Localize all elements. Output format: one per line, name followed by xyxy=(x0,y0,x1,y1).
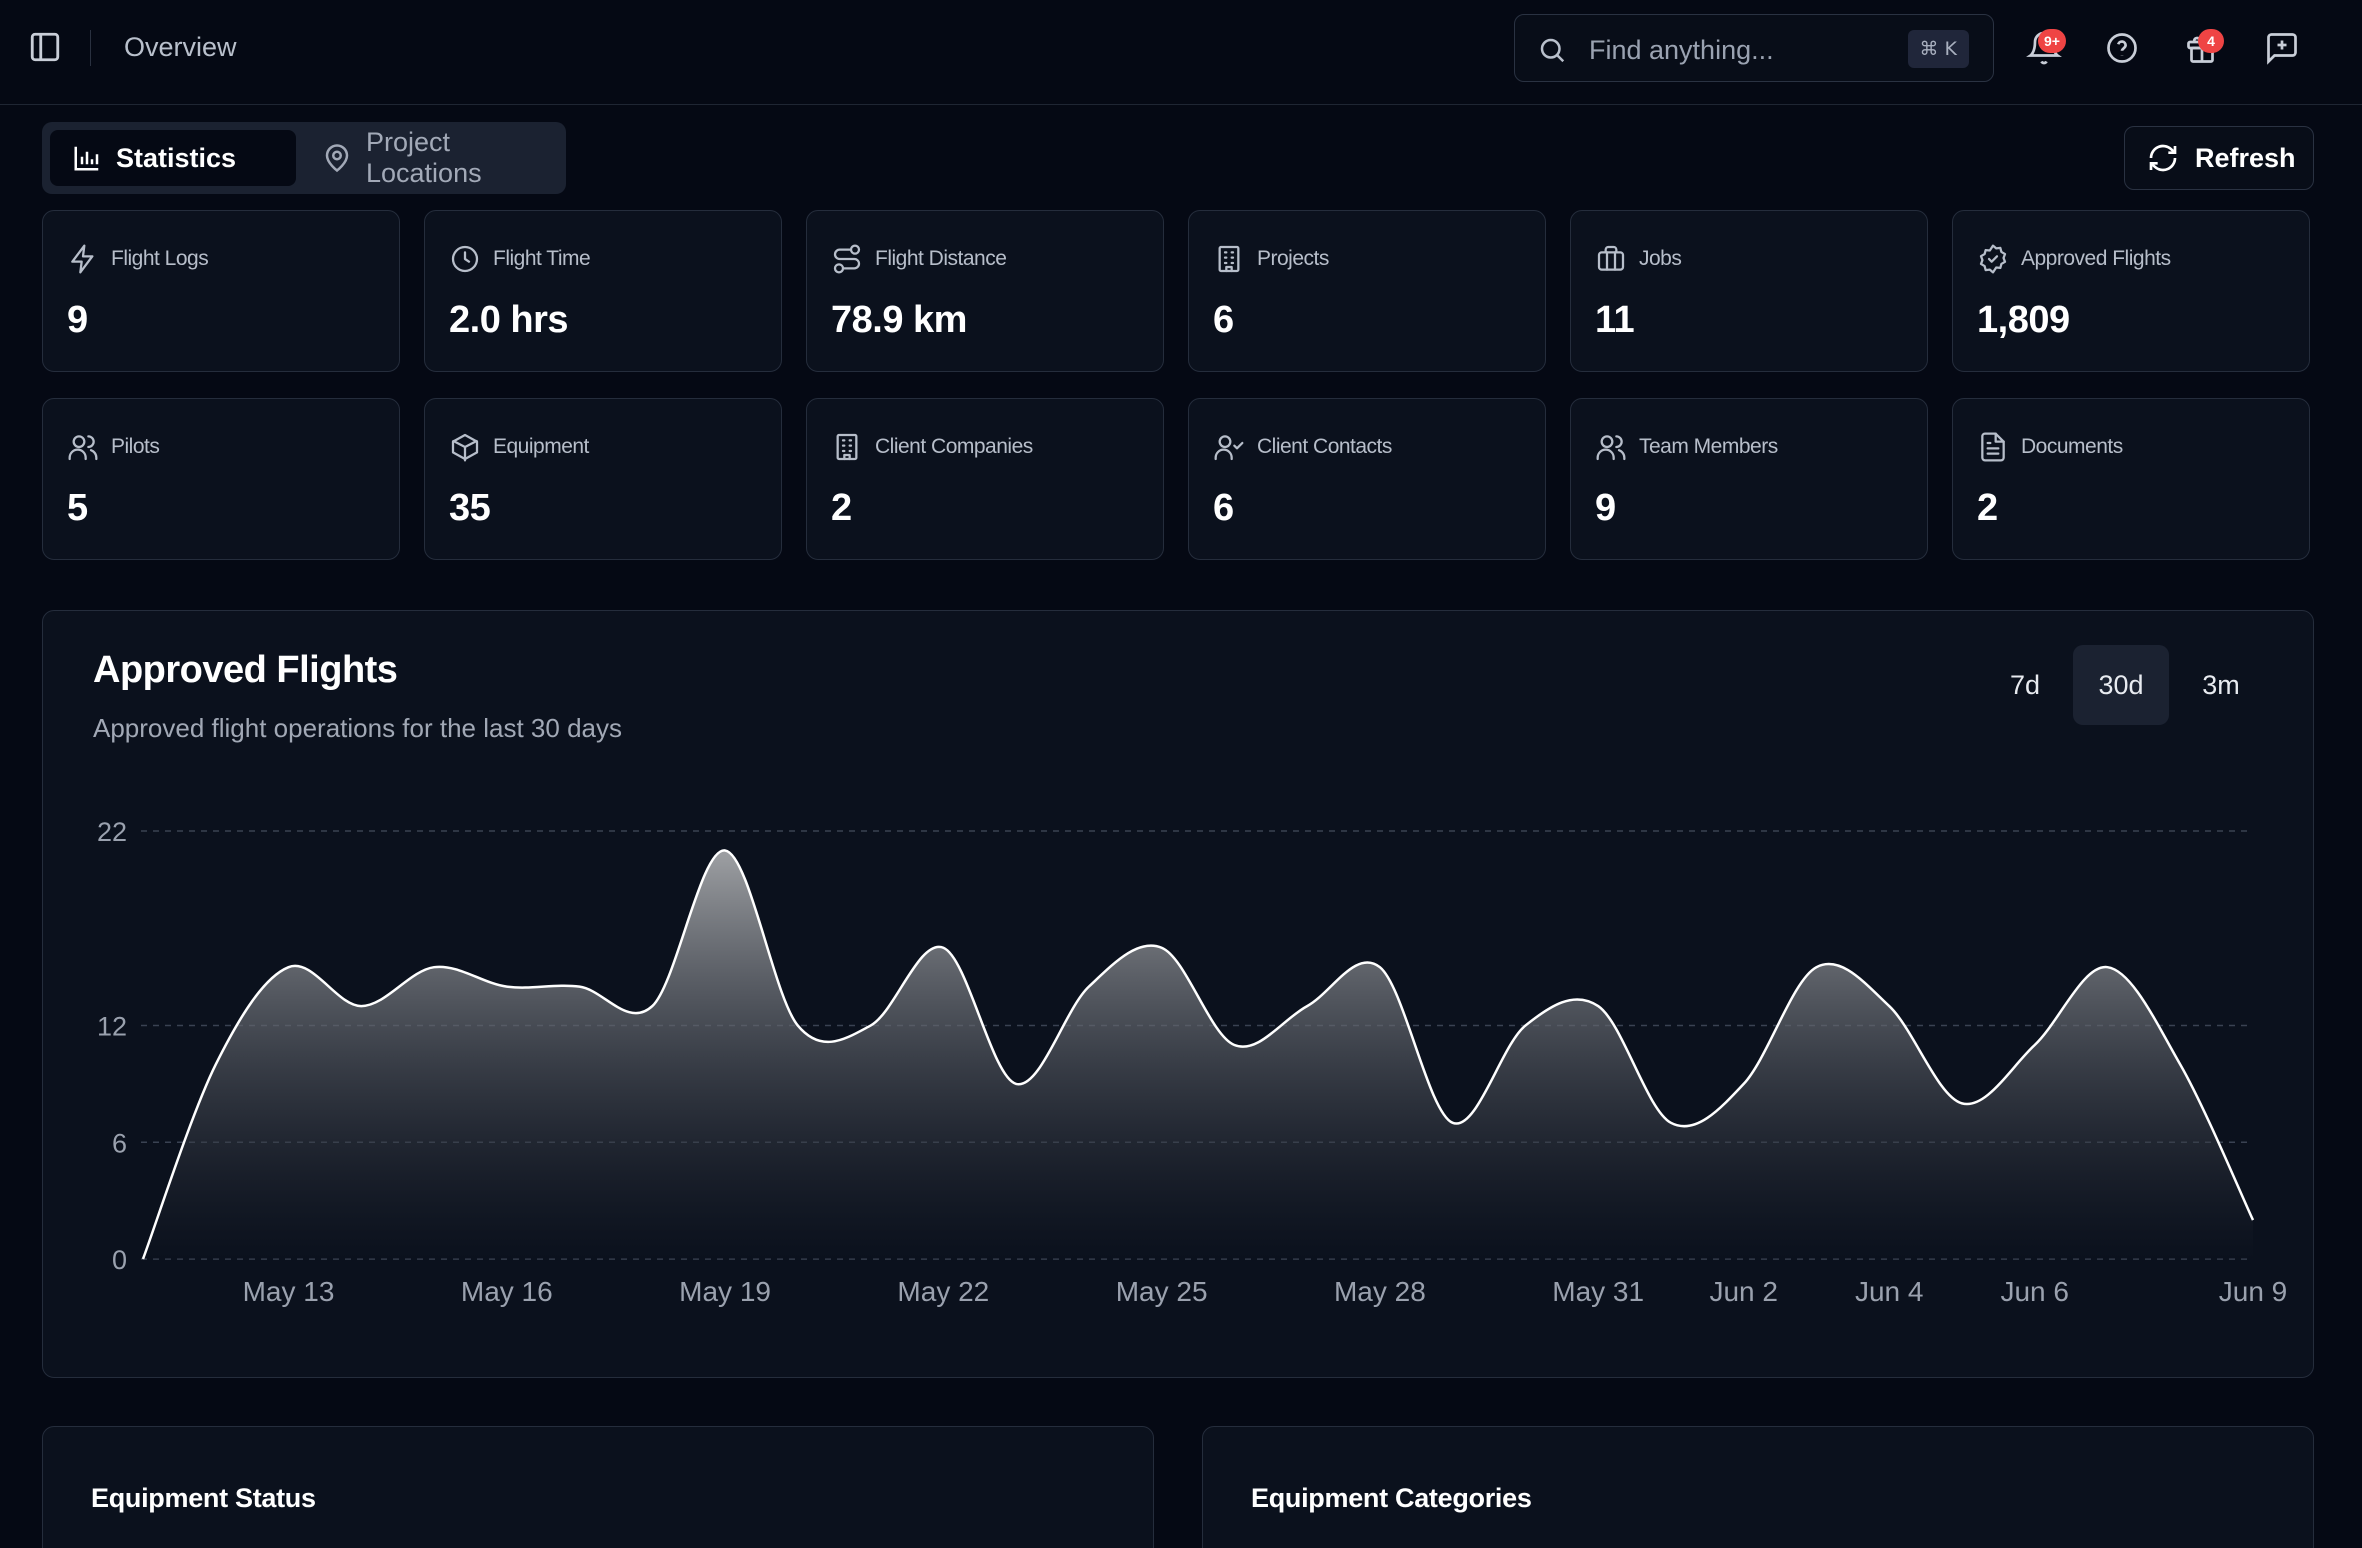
users-icon xyxy=(1595,431,1627,463)
series-line xyxy=(141,849,2255,1260)
equipment-categories-panel: Equipment Categories xyxy=(1202,1426,2314,1548)
stat-label: Pilots xyxy=(111,435,160,458)
route-icon xyxy=(831,243,863,275)
chart-subtitle: Approved flight operations for the last … xyxy=(93,713,622,743)
clock-icon xyxy=(449,243,481,275)
stat-label: Approved Flights xyxy=(2021,247,2171,270)
stat-value: 5 xyxy=(67,487,88,529)
x-tick-label: Jun 4 xyxy=(1855,1276,1924,1307)
stat-card-flight-time: Flight Time 2.0 hrs xyxy=(424,210,782,372)
stat-card-jobs: Jobs 11 xyxy=(1570,210,1928,372)
x-tick-label: May 28 xyxy=(1334,1276,1426,1307)
stat-card-flight-logs: Flight Logs 9 xyxy=(42,210,400,372)
stat-label: Projects xyxy=(1257,247,1329,270)
stat-value: 2 xyxy=(1977,487,1998,529)
user-check-icon xyxy=(1213,431,1245,463)
x-tick-label: Jun 6 xyxy=(2000,1276,2069,1307)
tab-project-locations[interactable]: Project Locations xyxy=(300,127,560,188)
y-tick-label: 6 xyxy=(112,1128,127,1158)
equipment-status-title: Equipment Status xyxy=(91,1483,316,1513)
tab-label: Project Locations xyxy=(366,127,482,188)
refresh-icon xyxy=(2147,142,2179,174)
tab-label: Statistics xyxy=(116,142,237,173)
stat-label: Equipment xyxy=(493,435,589,458)
stat-label: Client Companies xyxy=(875,435,1033,458)
stat-value: 9 xyxy=(1595,487,1616,529)
x-tick-label: May 25 xyxy=(1116,1276,1208,1307)
range-30d-button[interactable]: 30d xyxy=(2073,645,2169,725)
x-tick-label: May 16 xyxy=(461,1276,553,1307)
stat-label: Team Members xyxy=(1639,435,1778,458)
stat-value: 35 xyxy=(449,487,491,529)
stat-card-documents: Documents 2 xyxy=(1952,398,2310,560)
stat-value: 1,809 xyxy=(1977,299,2070,341)
stat-label: Client Contacts xyxy=(1257,435,1392,458)
badge-check-icon xyxy=(1977,243,2009,275)
x-tick-label: Jun 9 xyxy=(2219,1276,2288,1307)
file-text-icon xyxy=(1977,431,2009,463)
header-divider xyxy=(90,30,91,66)
y-tick-label: 22 xyxy=(97,817,127,847)
building-icon xyxy=(831,431,863,463)
stat-label: Flight Logs xyxy=(111,247,209,270)
stat-value: 2.0 hrs xyxy=(449,299,569,341)
stat-label: Flight Time xyxy=(493,247,591,270)
stat-card-flight-distance: Flight Distance 78.9 km xyxy=(806,210,1164,372)
stat-value: 6 xyxy=(1213,487,1234,529)
search-icon xyxy=(1537,35,1567,65)
area-fill xyxy=(143,850,2253,1259)
stat-card-pilots: Pilots 5 xyxy=(42,398,400,560)
gifts-badge: 4 xyxy=(2198,29,2224,53)
tab-statistics[interactable]: Statistics xyxy=(50,130,296,186)
stat-label: Jobs xyxy=(1639,247,1682,270)
map-pin-icon xyxy=(322,143,352,173)
y-tick-label: 0 xyxy=(112,1245,127,1275)
stat-card-client-contacts: Client Contacts 6 xyxy=(1188,398,1546,560)
equipment-categories-title: Equipment Categories xyxy=(1251,1483,1532,1513)
range-3m-button[interactable]: 3m xyxy=(2202,670,2240,700)
bar-chart-icon xyxy=(72,143,102,173)
feedback-icon[interactable] xyxy=(2264,30,2300,66)
stat-value: 9 xyxy=(67,299,88,341)
y-tick-label: 12 xyxy=(97,1012,127,1042)
refresh-label: Refresh xyxy=(2195,142,2296,173)
refresh-button[interactable]: Refresh xyxy=(2124,126,2314,190)
stat-value: 2 xyxy=(831,487,852,529)
x-tick-label: May 31 xyxy=(1552,1276,1644,1307)
range-7d-button[interactable]: 7d xyxy=(2009,670,2041,700)
search-placeholder: Find anything... xyxy=(1589,35,1774,65)
stat-card-team-members: Team Members 9 xyxy=(1570,398,1928,560)
box-icon xyxy=(449,431,481,463)
stat-label: Documents xyxy=(2021,435,2123,458)
x-tick-label: May 22 xyxy=(897,1276,989,1307)
x-tick-label: May 13 xyxy=(243,1276,335,1307)
sidebar-toggle-icon[interactable] xyxy=(28,30,62,64)
stat-value: 11 xyxy=(1595,299,1635,341)
stat-label: Flight Distance xyxy=(875,247,1007,270)
approved-flights-chart: 0 6 12 22 May 13 May 16 May 19 May 22 May 25 May … xyxy=(97,817,2288,1307)
top-bar: Overview Find anything... ⌘ K 9+ 4 xyxy=(0,0,2362,105)
equipment-status-panel: Equipment Status xyxy=(42,1426,1154,1548)
help-icon[interactable] xyxy=(2104,30,2140,66)
search-input[interactable]: Find anything... ⌘ K xyxy=(1514,14,1994,82)
stat-card-client-companies: Client Companies 2 xyxy=(806,398,1164,560)
x-tick-label: Jun 2 xyxy=(1709,1276,1778,1307)
page-title: Overview xyxy=(124,32,237,62)
stat-value: 78.9 km xyxy=(831,299,967,341)
x-tick-label: May 19 xyxy=(679,1276,771,1307)
stat-card-equipment: Equipment 35 xyxy=(424,398,782,560)
approved-flights-panel: Approved Flights Approved flight operati… xyxy=(42,610,2314,1378)
chart-title: Approved Flights xyxy=(93,649,398,691)
search-shortcut: ⌘ K xyxy=(1907,30,1969,68)
building-icon xyxy=(1213,243,1245,275)
notifications-badge: 9+ xyxy=(2038,29,2066,53)
stat-card-projects: Projects 6 xyxy=(1188,210,1546,372)
stat-value: 6 xyxy=(1213,299,1234,341)
stat-card-approved-flights: Approved Flights 1,809 xyxy=(1952,210,2310,372)
briefcase-icon xyxy=(1595,243,1627,275)
view-tabs: Statistics Project Locations xyxy=(42,122,566,194)
users-icon xyxy=(67,431,99,463)
zap-icon xyxy=(67,243,99,275)
